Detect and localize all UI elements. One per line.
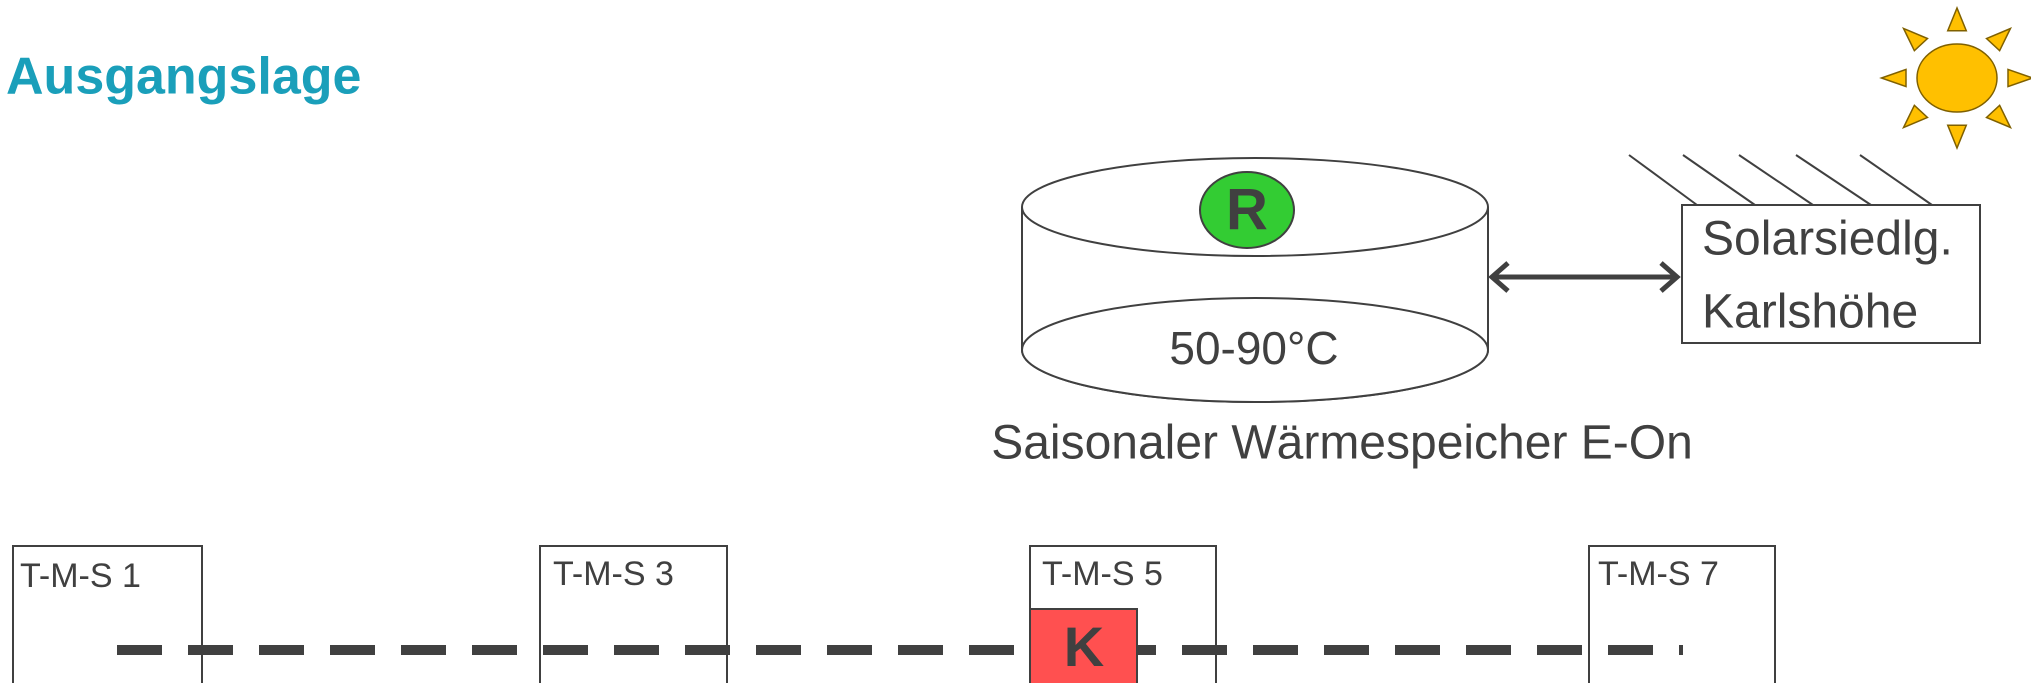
sun-ray [1904, 105, 1928, 127]
station-boxes [13, 546, 1775, 683]
diagram: Ausgangslage R 50-90°C Saisonaler Wärmes… [0, 0, 2031, 683]
sun-ray [1881, 69, 1906, 86]
settlement-line2: Karlshöhe [1702, 286, 1918, 339]
station-label: T-M-S 5 [1042, 555, 1163, 593]
station-label: T-M-S 7 [1598, 555, 1719, 593]
storage-caption: Saisonaler Wärmespeicher E-On [991, 417, 1693, 470]
sun-ray [1948, 125, 1967, 148]
sun-ray [2008, 69, 2031, 86]
station-label: T-M-S 3 [553, 555, 674, 593]
consumer-label: K [1064, 615, 1104, 678]
title: Ausgangslage [6, 48, 361, 106]
double-arrow [1492, 263, 1677, 291]
temperature: 50-90°C [1169, 322, 1338, 374]
settlement-line1: Solarsiedlg. [1702, 213, 1953, 266]
sun-icon [1881, 8, 2031, 148]
sun-ray [1948, 8, 1967, 31]
sun-ray [1904, 29, 1928, 51]
station-label: T-M-S 1 [20, 557, 141, 595]
sun-ray [1987, 105, 2011, 127]
sun-ray [1987, 29, 2011, 51]
marker-label: R [1226, 177, 1268, 242]
sun-rays [1629, 155, 1932, 205]
